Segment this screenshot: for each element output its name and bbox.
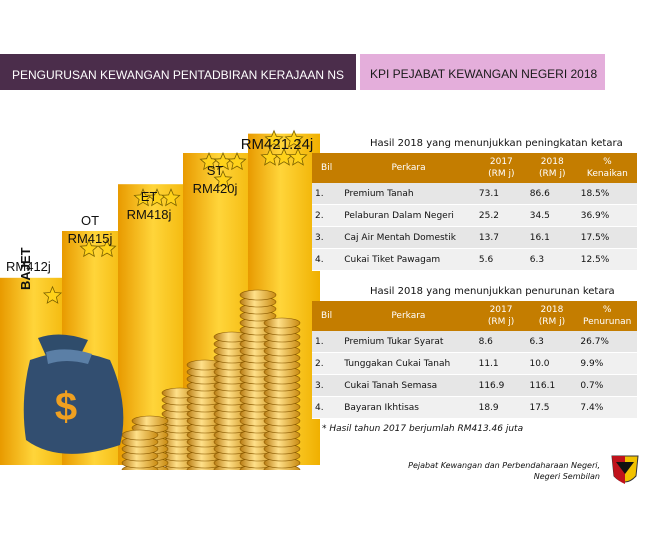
cell: 26.7%: [577, 331, 637, 353]
cell: Cukai Tanah Semasa: [341, 374, 476, 397]
star-icon: [42, 285, 63, 304]
table-row: 2. Pelaburan Dalam Negeri 25.2 34.5 36.9%: [312, 204, 637, 227]
table-row: 3. Cukai Tanah Semasa 116.9 116.1 0.7%: [312, 374, 637, 397]
bar-label-total: RM421.24j: [240, 136, 314, 153]
cell: 86.6: [526, 183, 578, 205]
cell: 1.: [312, 183, 342, 205]
cell: 11.1: [475, 352, 527, 375]
star-icon: [227, 151, 247, 171]
table-down-title: Hasil 2018 yang menunjukkan penurunan ke…: [370, 286, 615, 297]
col-perkara: Perkara: [341, 301, 476, 331]
col-2018: 2018 (RM j): [526, 153, 578, 183]
cell: 10.0: [526, 352, 578, 375]
table-row: 4. Bayaran Ikhtisas 18.9 17.5 7.4%: [312, 396, 637, 419]
star-icon: [264, 129, 284, 148]
cell: Pelaburan Dalam Negeri: [341, 204, 476, 227]
bar-label-ot: OT RM415j: [67, 213, 113, 246]
cell: 17.5: [526, 396, 578, 419]
cell: 36.9%: [577, 204, 637, 227]
star-icon: [213, 169, 233, 189]
col-percent: % Penurunan: [577, 301, 637, 331]
cell: 1.: [312, 331, 342, 353]
cell: 8.6: [475, 331, 527, 353]
cell: 17.5%: [577, 226, 637, 249]
cell: Cukai Tiket Pawagam: [341, 248, 476, 271]
table-row: 2. Tunggakan Cukai Tanah 11.1 10.0 9.9%: [312, 352, 637, 375]
cell: 6.3: [526, 331, 578, 353]
star-icon: [284, 129, 304, 148]
cell: 73.1: [475, 183, 527, 205]
cell: 5.6: [475, 248, 527, 271]
cell: 6.3: [526, 248, 578, 271]
star-icon: [161, 188, 181, 207]
cell: 3.: [312, 374, 342, 397]
decrease-table: Bil Perkara 2017 (RM j) 2018 (RM j) % Pe…: [312, 301, 637, 419]
cell: Caj Air Mentah Domestik: [341, 226, 476, 249]
cell: 2.: [312, 352, 342, 375]
coin-stack-icon: [121, 289, 301, 470]
bar-label-st: ST RM420j: [192, 163, 238, 196]
cell: 12.5%: [577, 248, 637, 271]
star-icon: [288, 147, 308, 166]
svg-text:$: $: [55, 385, 77, 429]
footer-line-2: Negeri Sembilan: [533, 472, 600, 481]
footer-org: Pejabat Kewangan dan Perbendaharaan Nege…: [408, 460, 600, 482]
coin: [239, 289, 277, 301]
cell: Premium Tukar Syarat: [341, 331, 476, 353]
state-crest-icon: [611, 455, 639, 484]
table-row: 4. Cukai Tiket Pawagam 5.6 6.3 12.5%: [312, 248, 637, 271]
coin: [131, 415, 169, 427]
cell: 4.: [312, 248, 342, 271]
star-icon: [97, 238, 117, 258]
cell: 0.7%: [577, 374, 637, 397]
col-bil: Bil: [312, 153, 342, 183]
table-row: 3. Caj Air Mentah Domestik 13.7 16.1 17.5%: [312, 226, 637, 249]
cell: Premium Tanah: [341, 183, 476, 205]
cell: 25.2: [475, 204, 527, 227]
cell: 116.9: [475, 374, 527, 397]
header-left-title: PENGURUSAN KEWANGAN PENTADBIRAN KERAJAAN…: [0, 54, 356, 90]
cell: 18.5%: [577, 183, 637, 205]
bar-label-bajet: RM412j: [6, 259, 51, 274]
table-up-title: Hasil 2018 yang menunjukkan peningkatan …: [370, 138, 623, 149]
cell: 7.4%: [577, 396, 637, 419]
col-2017: 2017 (RM j): [475, 153, 527, 183]
money-bag-icon: $: [23, 334, 124, 454]
cell: Bayaran Ikhtisas: [341, 396, 476, 419]
increase-table: Bil Perkara 2017 (RM j) 2018 (RM j) % Ke…: [312, 153, 637, 271]
cell: 3.: [312, 226, 342, 249]
budget-bar-chart: $: [0, 129, 320, 470]
coin: [121, 429, 159, 441]
footer-line-1: Pejabat Kewangan dan Perbendaharaan Nege…: [408, 461, 600, 470]
col-2017: 2017 (RM j): [475, 301, 527, 331]
col-perkara: Perkara: [341, 153, 476, 183]
coin: [263, 317, 301, 329]
cell: 18.9: [475, 396, 527, 419]
cell: 34.5: [526, 204, 578, 227]
col-percent: % Kenaikan: [577, 153, 637, 183]
cell: Tunggakan Cukai Tanah: [341, 352, 476, 375]
cell: 9.9%: [577, 352, 637, 375]
footnote: * Hasil tahun 2017 berjumlah RM413.46 ju…: [322, 424, 524, 434]
cell: 13.7: [475, 226, 527, 249]
cell: 4.: [312, 396, 342, 419]
col-2018: 2018 (RM j): [526, 301, 578, 331]
cell: 2.: [312, 204, 342, 227]
cell: 116.1: [526, 374, 578, 397]
table-row: 1. Premium Tukar Syarat 8.6 6.3 26.7%: [312, 331, 637, 353]
cell: 16.1: [526, 226, 578, 249]
star-icon: [79, 238, 99, 258]
bar-label-et: ET RM418j: [126, 189, 172, 222]
header-right-title: KPI PEJABAT KEWANGAN NEGERI 2018: [360, 54, 605, 90]
table-row: 1. Premium Tanah 73.1 86.6 18.5%: [312, 183, 637, 205]
col-bil: Bil: [312, 301, 342, 331]
